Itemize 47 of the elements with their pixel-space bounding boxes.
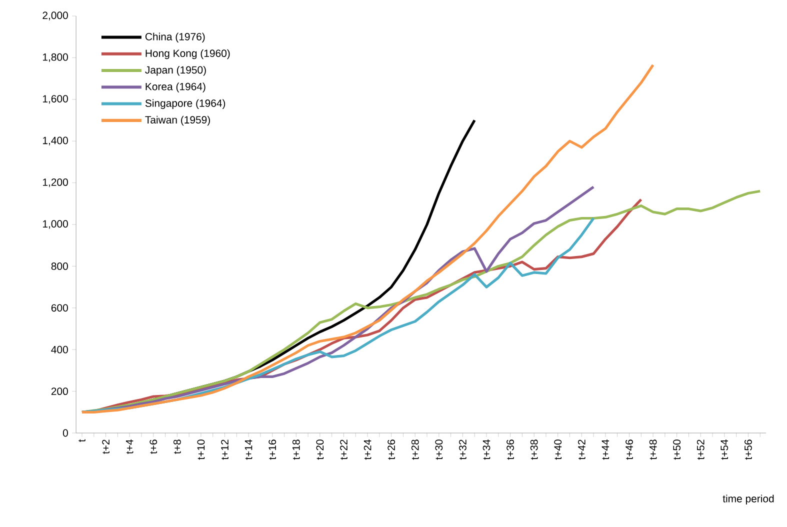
x-tick-label: t+56 [744, 440, 752, 460]
x-tick-label: t+8 [173, 440, 181, 454]
y-tick-label: 1,400 [42, 136, 68, 146]
x-tick-label: t+2 [102, 440, 110, 454]
x-tick-label: t+46 [626, 440, 633, 460]
legend-label: Taiwan (1959) [145, 116, 210, 126]
y-tick-label: 2,000 [42, 12, 68, 20]
x-tick-label: t+6 [150, 440, 158, 454]
legend-label: Singapore (1964) [145, 99, 226, 109]
x-tick-label: t+24 [364, 440, 372, 460]
x-tick-label: t+44 [602, 440, 610, 460]
x-tick-label: t+28 [411, 440, 419, 460]
x-tick-label: t+34 [482, 440, 490, 460]
x-tick-label: t+12 [221, 440, 228, 460]
x-tick-label: t+32 [458, 440, 466, 460]
y-tick-label: 800 [51, 262, 68, 270]
x-tick-label: t+30 [435, 440, 443, 460]
legend-label: Japan (1950) [145, 66, 206, 76]
x-tick-label: t+54 [720, 440, 728, 460]
y-tick-label: 1,600 [42, 95, 68, 104]
x-tick-label: t+14 [244, 440, 252, 460]
legend-label: China (1976) [145, 32, 205, 42]
x-tick-label: t+38 [530, 440, 538, 460]
x-tick-label: t+10 [197, 440, 205, 460]
x-tick-label: t+50 [673, 440, 681, 460]
y-tick-label: 1,800 [42, 53, 68, 62]
x-tick-label: t+16 [268, 440, 276, 460]
y-tick-label: 0 [62, 429, 68, 437]
y-tick-label: 1,000 [42, 220, 68, 229]
y-tick-label: 400 [51, 346, 68, 354]
x-tick-label: t+42 [578, 440, 586, 460]
x-axis-title: time period [722, 494, 774, 504]
legend-label: Korea (1964) [146, 82, 206, 92]
x-tick-label: t+22 [340, 440, 348, 460]
x-tick-label: t+26 [388, 440, 396, 460]
x-tick-label: t+20 [316, 440, 324, 460]
x-tick-label: t+18 [292, 440, 300, 460]
x-tick-label: t+52 [696, 440, 704, 460]
x-tick-label: t+48 [649, 440, 657, 460]
y-tick-label: 600 [51, 304, 68, 312]
y-tick-label: 200 [51, 388, 68, 396]
x-tick-label: t+4 [126, 440, 134, 454]
x-tick-label: t [78, 439, 86, 442]
x-tick-label: t+40 [554, 440, 562, 460]
legend-label: Hong Kong (1960) [146, 49, 230, 60]
x-tick-label: t+36 [506, 440, 514, 460]
y-tick-label: 1,200 [42, 178, 68, 188]
